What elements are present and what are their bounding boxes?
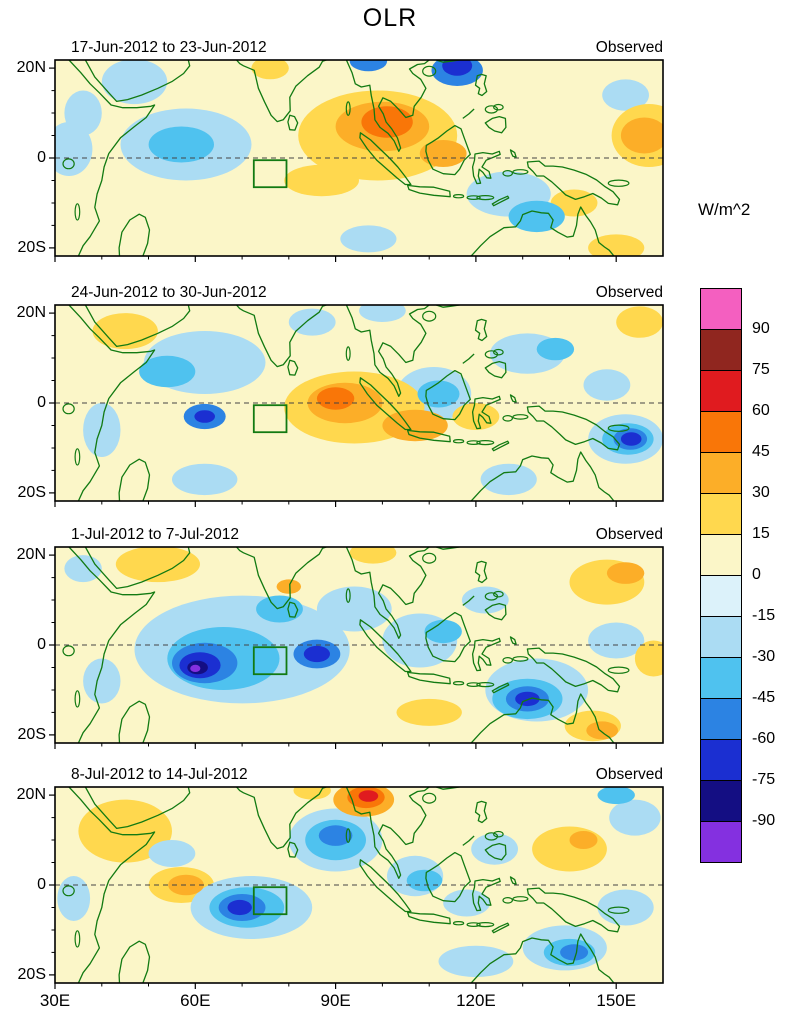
y-axis-label: 20N: [16, 786, 46, 804]
panel-header: 24-Jun-2012 to 30-Jun-2012 Observed: [55, 280, 663, 302]
panel-date-label: 8-Jul-2012 to 14-Jul-2012: [71, 766, 248, 783]
colorbar-cell: [700, 657, 742, 699]
y-axis-label: 20S: [17, 483, 46, 501]
y-axis-label: 20N: [16, 304, 46, 322]
observed-label: Observed: [595, 766, 663, 783]
colorbar-tick-label: 90: [752, 320, 770, 337]
colorbar-cell: [700, 739, 742, 781]
map-svg: [49, 546, 664, 749]
colorbar-cell: [700, 493, 742, 535]
colorbar-tick-label: 60: [752, 402, 770, 419]
x-axis-label: 90E: [320, 991, 351, 1010]
panel-date-label: 1-Jul-2012 to 7-Jul-2012: [71, 526, 240, 543]
map-svg: [49, 59, 664, 262]
colorbar-tick-label: -30: [752, 648, 776, 665]
panel-header: 17-Jun-2012 to 23-Jun-2012 Observed: [55, 35, 663, 57]
observed-label: Observed: [595, 284, 663, 301]
colorbar-cell: [700, 329, 742, 371]
colorbar-tick-label: 75: [752, 361, 770, 378]
y-axis-label: 20S: [17, 725, 46, 743]
colorbar-cell: [700, 575, 742, 617]
colorbar-tick-label: 45: [752, 443, 770, 460]
y-axis-label: 20S: [17, 238, 46, 256]
colorbar-cell: [700, 534, 742, 576]
map-svg: [49, 786, 664, 989]
y-axis-label: 0: [37, 876, 46, 893]
x-axis-label: 30E: [39, 991, 71, 1010]
colorbar-tick-label: -45: [752, 689, 776, 706]
panel-date-label: 24-Jun-2012 to 30-Jun-2012: [71, 284, 267, 301]
y-axis-label: 20N: [16, 59, 46, 77]
panel-header: 8-Jul-2012 to 14-Jul-2012 Observed: [55, 762, 663, 784]
observed-label: Observed: [595, 526, 663, 543]
colorbar-cell: [700, 821, 742, 863]
y-axis-label: 20N: [16, 546, 46, 564]
y-axis-label: 0: [37, 636, 46, 653]
panel-header: 1-Jul-2012 to 7-Jul-2012 Observed: [55, 522, 663, 544]
x-axis-label: 120E: [456, 991, 496, 1010]
colorbar-cell: [700, 780, 742, 822]
colorbar-tick-label: 0: [752, 566, 761, 583]
colorbar-cell: [700, 370, 742, 412]
y-axis-label: 0: [37, 394, 46, 411]
colorbar-cell: [700, 616, 742, 658]
colorbar-cell: [700, 288, 742, 330]
y-axis-label: 20S: [17, 965, 46, 983]
x-axis-label: 150E: [596, 991, 637, 1010]
map-svg: [49, 304, 664, 507]
colorbar-tick-label: -75: [752, 771, 776, 788]
colorbar-cell: [700, 698, 742, 740]
observed-label: Observed: [595, 39, 663, 56]
panel-date-label: 17-Jun-2012 to 23-Jun-2012: [71, 39, 267, 56]
y-axis-label: 0: [37, 149, 46, 166]
colorbar-unit-label: W/m^2: [698, 200, 751, 219]
colorbar-tick-label: 30: [752, 484, 770, 501]
colorbar-cell: [700, 411, 742, 453]
x-axis-label: 60E: [180, 991, 211, 1010]
colorbar-tick-label: -60: [752, 730, 776, 747]
figure-title: OLR: [362, 4, 418, 32]
colorbar-cell: [700, 452, 742, 494]
colorbar-tick-label: 15: [752, 525, 770, 542]
colorbar-tick-label: -90: [752, 812, 776, 829]
colorbar-tick-label: -15: [752, 607, 776, 624]
